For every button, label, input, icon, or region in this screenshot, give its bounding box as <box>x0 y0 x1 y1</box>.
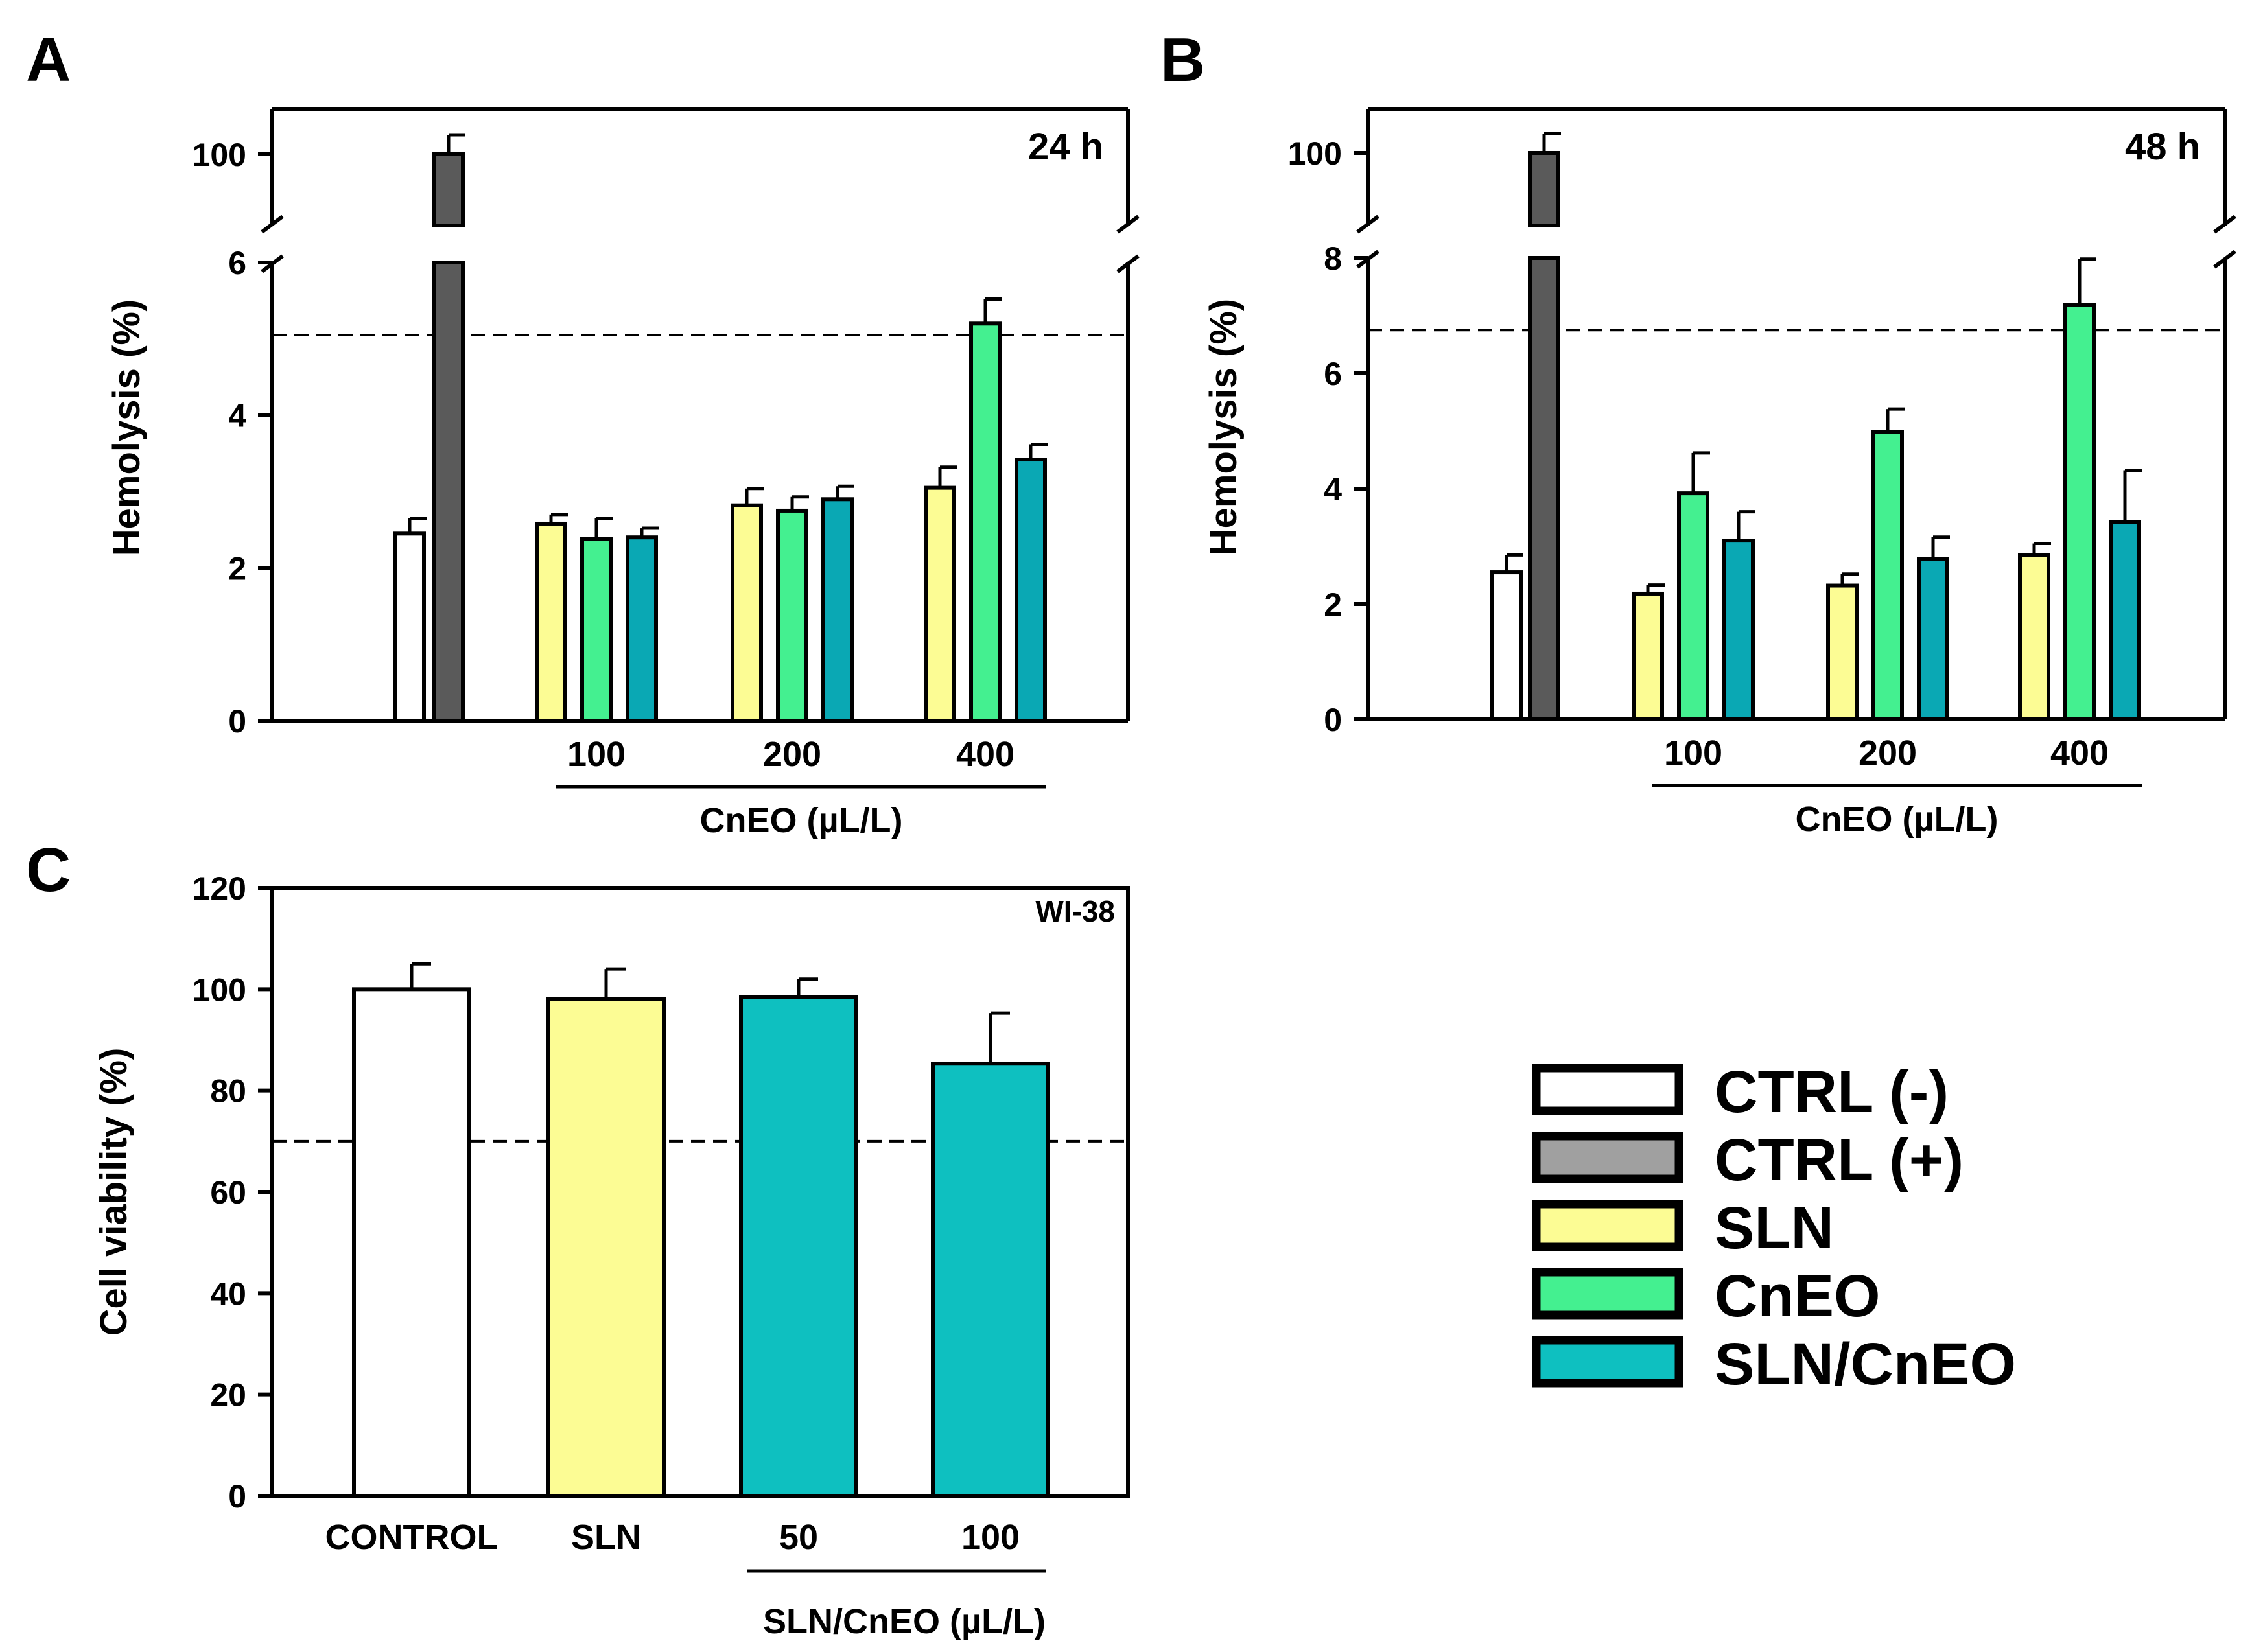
time-label: 48 h <box>2125 126 2200 168</box>
bar-cneo-400 <box>969 321 1002 723</box>
legend-label-cneo: CnEO <box>1715 1263 1881 1329</box>
bar-sln-cneo-400 <box>1015 458 1047 723</box>
y-tick-label: 6 <box>228 245 246 281</box>
bar-ctrl-pos-upper <box>432 152 465 227</box>
axis-break-right-top <box>1116 215 1140 234</box>
bar-cneo-100 <box>580 537 613 723</box>
bar-cneo-200 <box>1871 430 1904 722</box>
bar-sln-cneo-100 <box>1722 539 1755 721</box>
y-axis-title: Cell viability (%) <box>93 1048 135 1336</box>
y-tick-label: 60 <box>210 1174 246 1211</box>
bar-sln-100 <box>1632 591 1664 721</box>
bar-sln-200 <box>731 503 763 723</box>
bar-cneo-200 <box>776 508 808 723</box>
axis-break-left-top <box>1356 215 1379 234</box>
bar-sln-100 <box>535 521 567 723</box>
bar-control <box>352 987 471 1498</box>
bar-ctrl-neg <box>393 531 426 723</box>
bar-sln-cneo-400 <box>2109 520 2141 721</box>
x-tick-label-100: 100 <box>567 735 626 774</box>
cell-line-label: WI-38 <box>1035 894 1115 928</box>
x-tick-label-400: 400 <box>956 735 1015 774</box>
y-tick-label: 20 <box>210 1377 246 1414</box>
bar-cneo-100 <box>1677 491 1709 721</box>
axis-break-right-bottom <box>2213 250 2236 269</box>
bar-50 <box>739 995 858 1498</box>
bar-ctrl-pos-lower <box>1528 256 1560 721</box>
x-axis-title: SLN/CnEO (µL/L) <box>763 1602 1046 1641</box>
bar-sln-200 <box>1826 583 1859 722</box>
bar-sln-cneo-200 <box>821 497 854 723</box>
x-axis-title: CnEO (µL/L) <box>699 801 902 840</box>
y-tick-label: 6 <box>1324 356 1342 392</box>
x-tick-label-100: 100 <box>961 1518 1020 1557</box>
x-tick-label-sln: SLN <box>571 1518 641 1557</box>
y-tick-label: 80 <box>210 1073 246 1110</box>
x-tick-label-200: 200 <box>763 735 821 774</box>
legend: CTRL (-) CTRL (+) SLN CnEO SLN/CnEO <box>1532 1059 2016 1397</box>
bar-ctrl-neg <box>1490 570 1523 721</box>
x-tick-label-400: 400 <box>2050 734 2109 773</box>
legend-label-ctrl-pos: CTRL (+) <box>1715 1127 1964 1193</box>
x-tick-label-100: 100 <box>1664 734 1722 773</box>
panel-letter-c: C <box>26 835 71 905</box>
bar-sln-400 <box>924 485 956 723</box>
legend-swatch-sln <box>1532 1200 1683 1251</box>
x-tick-label-50: 50 <box>779 1518 818 1557</box>
legend-label-sln-cneo: SLN/CnEO <box>1715 1331 2016 1397</box>
y-tick-label: 100 <box>193 971 246 1008</box>
legend-label-sln: SLN <box>1715 1195 1834 1261</box>
panel-letter-b: B <box>1160 25 1205 95</box>
bar-sln-400 <box>2018 553 2050 721</box>
hemolysis-48h-chart: 0 2 4 6 8 100 48 h Hemolysis (%) 100 200 400 CnEO (… <box>1202 107 2236 839</box>
y-axis-title: Hemolysis (%) <box>1202 299 1245 555</box>
panel-letter-a: A <box>26 25 71 95</box>
y-tick-label-upper: 100 <box>1288 135 1342 172</box>
legend-swatch-ctrl-pos <box>1532 1132 1683 1183</box>
x-tick-label-200: 200 <box>1859 734 1917 773</box>
time-label: 24 h <box>1028 126 1103 168</box>
bar-sln-cneo-200 <box>1917 557 1949 722</box>
legend-swatch-sln-cneo <box>1532 1336 1683 1388</box>
y-tick-label: 40 <box>210 1275 246 1312</box>
y-tick-label: 0 <box>228 1478 246 1515</box>
legend-swatch-cneo <box>1532 1268 1683 1320</box>
y-tick-label: 4 <box>1324 471 1342 507</box>
axis-break-right-top <box>2213 215 2236 234</box>
y-tick-label-upper: 100 <box>193 137 246 173</box>
y-tick-label: 4 <box>228 398 246 434</box>
bar-sln <box>546 997 666 1498</box>
y-tick-label: 0 <box>228 703 246 739</box>
bar-sln-cneo-100 <box>626 535 658 723</box>
axis-break-left-top <box>261 215 284 234</box>
bar-100 <box>931 1062 1050 1498</box>
bar-cneo-400 <box>2063 303 2096 722</box>
y-tick-label: 8 <box>1324 240 1342 277</box>
y-tick-label: 120 <box>193 870 246 907</box>
x-tick-label-control: CONTROL <box>325 1518 498 1557</box>
y-tick-label: 2 <box>228 550 246 587</box>
y-axis-title: Hemolysis (%) <box>106 299 148 556</box>
cell-viability-chart: 0 20 40 60 80 100 120 WI-38 Cell viability (%) CO… <box>93 870 1130 1641</box>
legend-label-ctrl-neg: CTRL (-) <box>1715 1059 1949 1125</box>
bar-ctrl-pos-upper <box>1528 151 1560 227</box>
y-tick-label: 0 <box>1324 702 1342 738</box>
bar-ctrl-pos-lower <box>432 261 465 723</box>
axis-break-right-bottom <box>1116 254 1140 273</box>
x-axis-title: CnEO (µL/L) <box>1795 800 1998 839</box>
y-tick-label: 2 <box>1324 587 1342 623</box>
legend-swatch-ctrl-neg <box>1532 1064 1683 1115</box>
hemolysis-24h-chart: 0 2 4 6 100 24 h Hemolysis (%) 100 200 400 CnEO (µ… <box>106 107 1140 840</box>
